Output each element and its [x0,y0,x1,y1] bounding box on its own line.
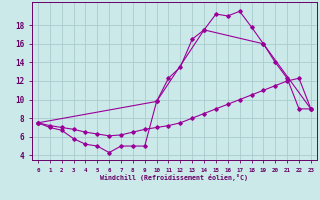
X-axis label: Windchill (Refroidissement éolien,°C): Windchill (Refroidissement éolien,°C) [100,174,248,181]
